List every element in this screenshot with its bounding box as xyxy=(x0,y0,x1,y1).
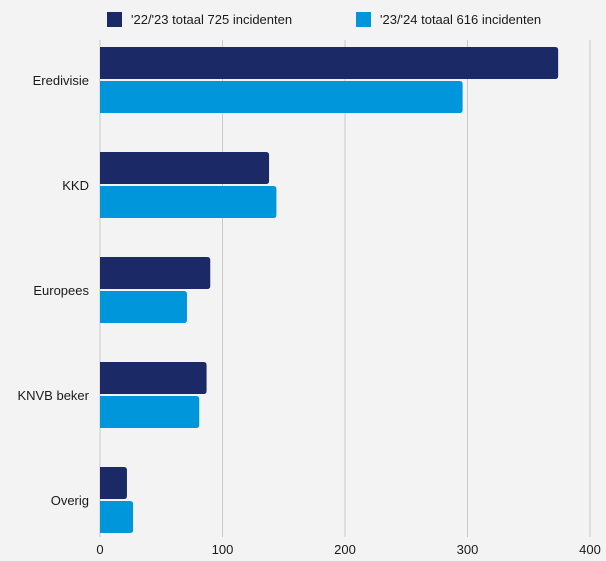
legend-label-2023-2024: '23/'24 totaal 616 incidenten xyxy=(380,12,541,27)
bar-kkd-series-0 xyxy=(100,152,270,184)
legend: '22/'23 totaal 725 incidenten '23/'24 to… xyxy=(107,12,541,27)
bar-europees-series-0 xyxy=(100,257,211,289)
legend-label-2022-2023: '22/'23 totaal 725 incidenten xyxy=(131,12,292,27)
x-axis-tick-labels: 0 100 200 300 400 xyxy=(96,542,600,557)
category-label-europees: Europees xyxy=(33,283,89,298)
bars-layer xyxy=(100,47,559,533)
bar-eredivisie-series-0 xyxy=(100,47,559,79)
x-tick-label-0: 0 xyxy=(96,542,103,557)
bar-europees-series-1 xyxy=(100,291,187,323)
x-tick-label-200: 200 xyxy=(334,542,356,557)
bar-overig-series-1 xyxy=(100,501,134,533)
x-tick-label-100: 100 xyxy=(212,542,234,557)
category-labels: Eredivisie KKD Europees KNVB beker Overig xyxy=(17,73,89,508)
category-label-kkd: KKD xyxy=(62,178,89,193)
category-label-knvb-beker: KNVB beker xyxy=(17,388,89,403)
bar-eredivisie-series-1 xyxy=(100,81,463,113)
bar-kkd-series-1 xyxy=(100,186,277,218)
category-label-overig: Overig xyxy=(51,493,89,508)
bar-knvb-beker-series-1 xyxy=(100,396,200,428)
bar-overig-series-0 xyxy=(100,467,127,499)
bar-knvb-beker-series-0 xyxy=(100,362,207,394)
grid-layer xyxy=(99,40,591,537)
legend-swatch-2023-2024 xyxy=(356,12,371,27)
legend-swatch-2022-2023 xyxy=(107,12,122,27)
x-tick-label-400: 400 xyxy=(579,542,601,557)
category-label-eredivisie: Eredivisie xyxy=(33,73,89,88)
x-tick-label-300: 300 xyxy=(457,542,479,557)
